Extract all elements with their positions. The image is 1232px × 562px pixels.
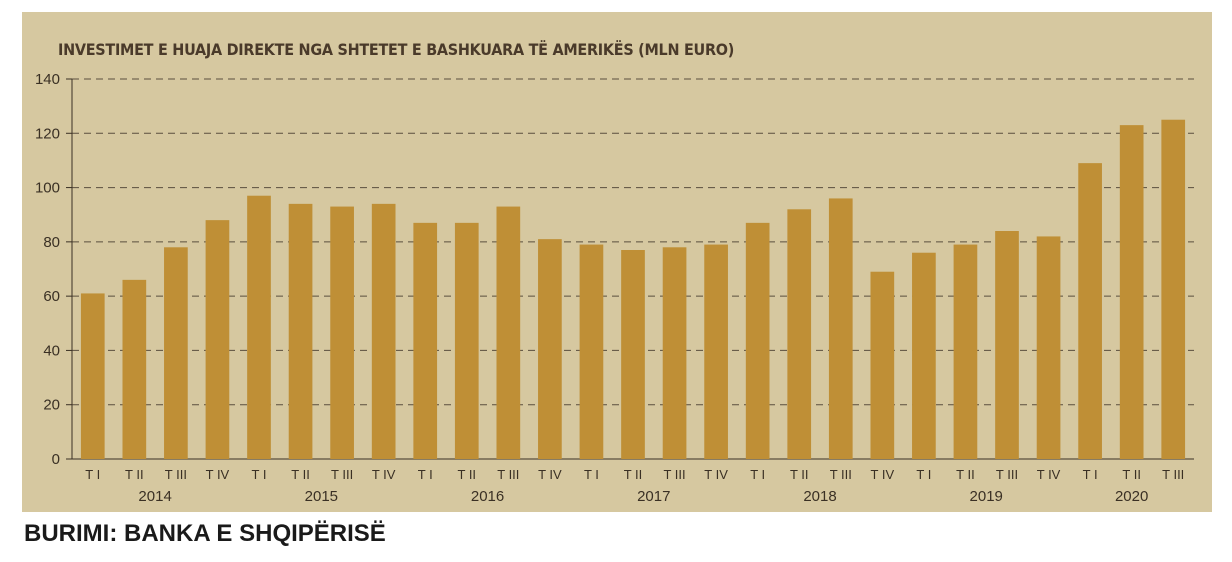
x-tick-label: T III — [331, 467, 353, 482]
bar — [579, 244, 604, 459]
bar — [454, 222, 479, 459]
bar — [787, 209, 812, 459]
y-tick-label: 120 — [35, 125, 60, 142]
bar — [1119, 125, 1144, 460]
bar — [745, 222, 770, 459]
bar — [912, 252, 936, 459]
bar — [1036, 236, 1061, 459]
bar — [496, 206, 521, 459]
year-label: 2019 — [970, 488, 1003, 505]
bar — [164, 247, 188, 459]
bars — [80, 119, 1186, 460]
bar — [330, 206, 354, 459]
x-tick-label: T II — [1122, 467, 1141, 482]
x-tick-label: T II — [624, 467, 643, 482]
x-axis-ticks: T I T II T III T IV T I T II T III T IV T I T II T… — [85, 467, 1184, 482]
chart-title: INVESTIMET E HUAJA DIREKTE NGA SHTETET E… — [58, 40, 735, 59]
x-tick-label: T I — [916, 467, 931, 482]
x-tick-label: T IV — [372, 467, 396, 482]
bar — [122, 279, 147, 459]
bar — [413, 222, 438, 459]
year-label: 2018 — [803, 488, 836, 505]
x-tick-label: T II — [790, 467, 809, 482]
x-tick-label: T I — [750, 467, 765, 482]
year-label: 2020 — [1115, 488, 1148, 505]
x-tick-label: T IV — [871, 467, 895, 482]
y-tick-label: 20 — [43, 397, 60, 414]
x-tick-label: T II — [125, 467, 144, 482]
bar — [371, 203, 396, 459]
bar — [538, 239, 562, 459]
y-tick-label: 140 — [35, 71, 60, 88]
x-tick-label: T II — [956, 467, 975, 482]
year-label: 2014 — [138, 488, 171, 505]
year-label: 2015 — [305, 488, 338, 505]
bar — [247, 195, 271, 459]
bar — [870, 271, 895, 459]
y-tick-label: 0 — [52, 451, 60, 468]
year-labels: 2014 2015 2016 2017 2018 2019 2020 — [138, 488, 1148, 505]
x-tick-label: T I — [1083, 467, 1098, 482]
x-tick-label: T IV — [704, 467, 728, 482]
bar — [828, 198, 853, 459]
x-tick-label: T IV — [538, 467, 562, 482]
x-tick-label: T I — [85, 467, 100, 482]
x-tick-label: T III — [830, 467, 852, 482]
bar — [80, 293, 105, 459]
x-tick-label: T III — [663, 467, 685, 482]
y-tick-label: 40 — [43, 342, 60, 359]
bar — [205, 220, 230, 459]
x-tick-label: T IV — [206, 467, 230, 482]
x-tick-label: T I — [584, 467, 599, 482]
bar — [953, 244, 978, 459]
x-tick-label: T I — [252, 467, 267, 482]
y-tick-label: 80 — [43, 234, 60, 251]
year-label: 2016 — [471, 488, 504, 505]
bar — [1161, 119, 1186, 459]
x-tick-label: T III — [1162, 467, 1184, 482]
x-tick-label: T III — [497, 467, 519, 482]
bar — [704, 244, 728, 459]
x-tick-label: T II — [291, 467, 310, 482]
bar — [995, 231, 1019, 459]
x-tick-label: T III — [996, 467, 1018, 482]
bar — [1078, 163, 1102, 459]
year-label: 2017 — [637, 488, 670, 505]
y-tick-label: 100 — [35, 180, 60, 197]
x-tick-label: T IV — [1037, 467, 1061, 482]
x-tick-label: T II — [458, 467, 477, 482]
y-tick-label: 60 — [43, 288, 60, 305]
x-tick-label: T III — [165, 467, 187, 482]
bar — [621, 250, 645, 459]
source-label: BURIMI: BANKA E SHQIPËRISË — [24, 520, 386, 547]
bar — [662, 247, 687, 459]
x-tick-label: T I — [418, 467, 433, 482]
bar — [288, 203, 313, 459]
